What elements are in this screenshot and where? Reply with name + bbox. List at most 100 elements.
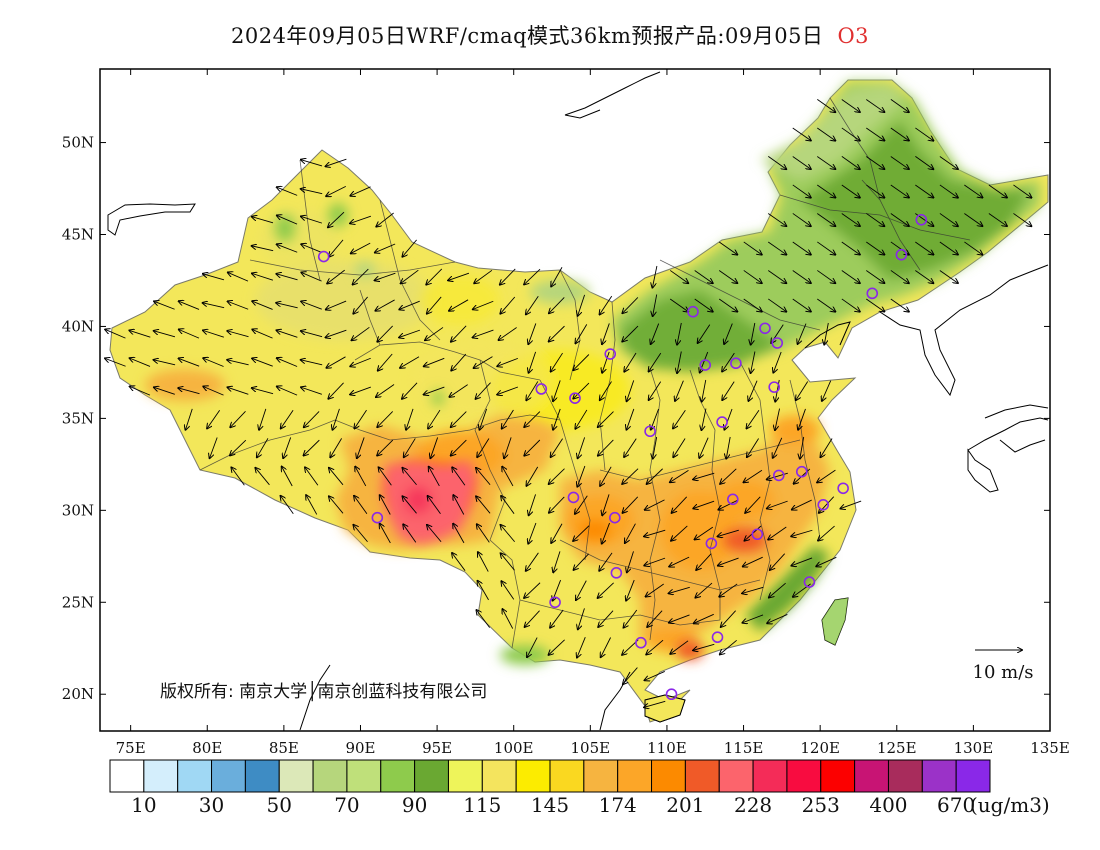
wind-arrow	[403, 524, 417, 543]
wind-arrow	[549, 297, 565, 313]
wind-arrow	[578, 294, 586, 316]
wind-arrow	[724, 323, 733, 344]
wind-arrow	[576, 580, 587, 600]
wind-arrow	[573, 354, 590, 371]
wind-arrow	[178, 388, 200, 395]
wind-arrow	[718, 298, 737, 312]
wind-arrow	[529, 351, 537, 373]
wind-arrow	[528, 323, 537, 344]
wind-arrow	[328, 211, 345, 227]
wind-arrow	[350, 215, 372, 223]
wind-arrow	[353, 525, 368, 543]
lat-tick-label: 30N	[62, 501, 94, 519]
wind-arrow	[501, 525, 515, 543]
wind-arrow	[767, 241, 786, 255]
colorbar-label: 174	[599, 793, 637, 817]
wind-arrow	[448, 272, 470, 280]
wind-arrow	[474, 269, 493, 283]
wind-arrow	[742, 586, 764, 593]
lon-tick-label: 110E	[647, 739, 687, 757]
wind-arrow	[252, 301, 273, 310]
wind-arrow	[575, 324, 588, 343]
wind-arrow	[792, 241, 811, 255]
wind-arrow	[179, 358, 200, 367]
wind-arrow	[646, 639, 664, 654]
wind-arrow	[354, 496, 368, 515]
wind-arrow	[700, 351, 709, 372]
monitoring-stations	[317, 213, 928, 701]
colorbar-swatch	[684, 759, 720, 793]
wind-arrow	[602, 494, 610, 515]
wind-arrow	[719, 583, 738, 597]
wind-arrow	[626, 579, 635, 600]
wind-arrow	[525, 610, 540, 627]
wind-arrow	[301, 244, 322, 253]
lon-tick-label: 115E	[724, 739, 764, 757]
wind-arrow	[501, 553, 515, 571]
wind-arrow	[817, 241, 835, 255]
wind-arrow	[449, 299, 469, 311]
wind-arrow	[402, 468, 417, 486]
wind-arrow	[915, 127, 933, 141]
wind-arrow	[453, 495, 465, 515]
colorbar-swatch	[312, 759, 348, 793]
colorbar-label: 30	[199, 793, 224, 817]
wind-arrow	[378, 353, 393, 371]
colorbar-swatch	[549, 759, 585, 793]
wind-reference: 10 m/s	[973, 650, 1034, 683]
wind-arrow	[326, 158, 347, 166]
wind-arrow	[722, 352, 735, 371]
wind-arrow	[653, 294, 658, 316]
wind-arrow	[154, 360, 176, 366]
wind-arrow	[306, 495, 318, 515]
colorbar-swatch	[854, 759, 889, 793]
wind-arrow	[477, 524, 490, 543]
wind-arrow	[866, 156, 884, 169]
wind-arrow	[824, 322, 829, 345]
colorbar-swatch	[414, 759, 449, 793]
wind-arrow	[406, 408, 414, 430]
wind-arrow	[476, 496, 491, 514]
wind-arrow	[301, 301, 322, 310]
colorbar-swatch	[786, 759, 822, 793]
wind-arrow	[602, 323, 610, 344]
wind-arrow	[502, 467, 514, 487]
wind-arrow	[276, 330, 298, 338]
wind-arrow	[283, 437, 292, 458]
wind-arrow	[622, 325, 639, 341]
wind-arrow	[353, 296, 368, 314]
colorbar-label: 70	[334, 793, 359, 817]
colorbar-label: 400	[869, 793, 907, 817]
wind-arrow	[402, 382, 418, 399]
wind-arrow	[743, 241, 762, 255]
wind-arrow	[578, 437, 586, 458]
station-marker	[751, 528, 764, 541]
wind-arrow	[751, 322, 756, 345]
wind-arrow	[693, 643, 715, 650]
wind-arrow	[524, 582, 541, 598]
wind-arrow	[375, 299, 395, 311]
station-marker	[795, 465, 808, 478]
wind-arrow	[350, 186, 371, 196]
wind-arrow	[792, 127, 811, 141]
wind-arrow	[380, 495, 391, 515]
wind-arrow	[669, 298, 688, 312]
wind-arrow	[890, 184, 909, 198]
wind-arrow	[988, 213, 1007, 227]
wind-arrow	[230, 411, 246, 427]
station-marker	[803, 576, 816, 588]
wind-arrow	[866, 127, 884, 141]
wind-arrow	[743, 298, 762, 312]
wind-arrow	[649, 381, 662, 400]
wind-arrow	[203, 358, 224, 367]
wind-arrow	[282, 467, 293, 487]
wind-arrow	[915, 270, 933, 283]
wind-arrow	[817, 469, 836, 482]
wind-arrow	[526, 295, 539, 314]
wind-arrow	[301, 160, 323, 167]
wind-arrow	[252, 246, 274, 252]
wind-arrow	[424, 386, 445, 395]
wind-arrow	[281, 409, 294, 428]
wind-arrow	[327, 269, 345, 283]
wind-arrow	[775, 408, 780, 431]
